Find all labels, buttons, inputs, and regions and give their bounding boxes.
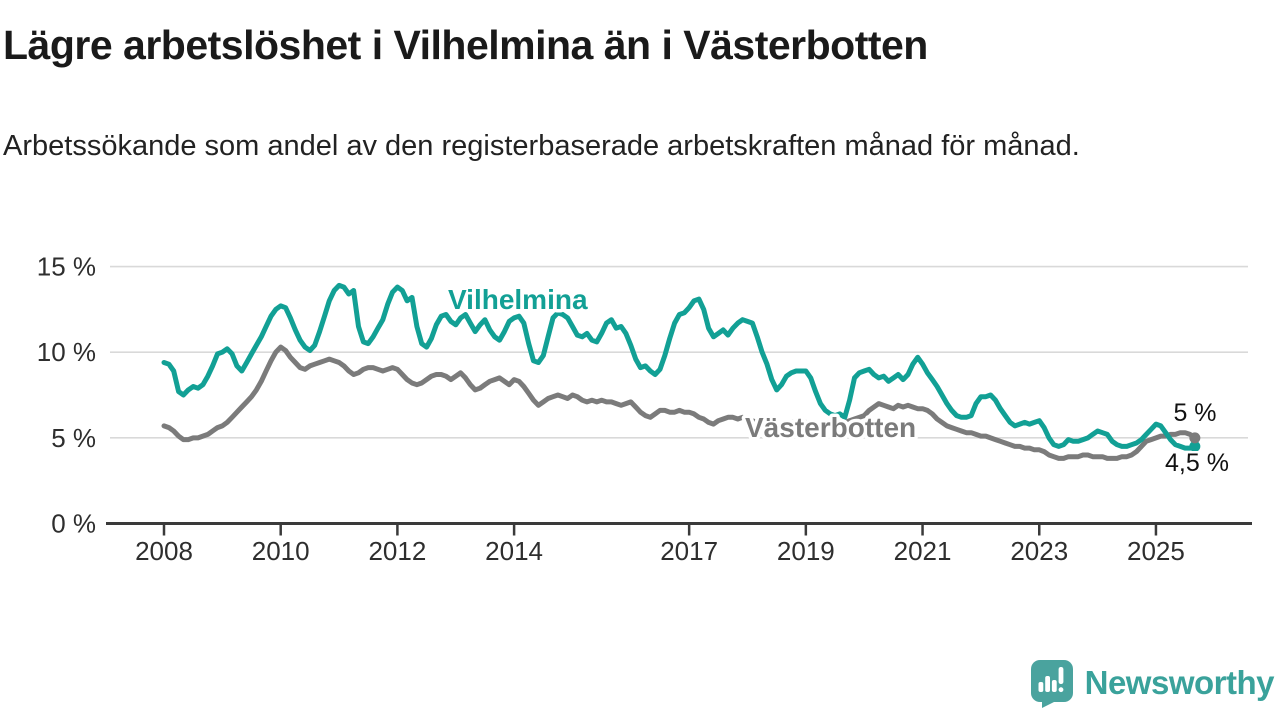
chart-subtitle: Arbetssökande som andel av den registerb… [3,130,1080,162]
x-tick-label: 2023 [1010,536,1068,566]
vilhelmina-line [161,282,1198,451]
vasterbotten-series-label: Västerbotten [745,412,916,443]
x-tick-label: 2017 [660,536,718,566]
y-tick-label: 0 % [51,509,96,539]
x-tick-label: 2008 [135,536,193,566]
vasterbotten-line [161,344,1198,461]
vilhelmina-end-dot [1189,440,1201,452]
newsworthy-logo: Newsworthy [1029,658,1275,708]
y-tick-label: 5 % [51,423,96,453]
y-tick-label: 10 % [37,337,96,367]
x-tick-label: 2019 [777,536,835,566]
x-tick-label: 2025 [1127,536,1185,566]
newsworthy-logo-icon [1030,660,1073,708]
x-tick-label: 2014 [485,536,543,566]
vasterbotten-end-value-label: 5 % [1173,399,1216,427]
page-title: Lägre arbetslöshet i Vilhelmina än i Väs… [3,22,928,68]
newsworthy-logo-text: Newsworthy [1084,664,1275,701]
x-tick-label: 2012 [368,536,426,566]
vilhelmina-end-value-label: 4,5 % [1165,449,1229,477]
vasterbotten-end-dot [1189,432,1201,444]
vilhelmina-series-label: Vilhelmina [448,284,588,315]
x-tick-label: 2010 [252,536,310,566]
x-tick-label: 2021 [894,536,952,566]
y-tick-label: 15 % [37,252,96,282]
